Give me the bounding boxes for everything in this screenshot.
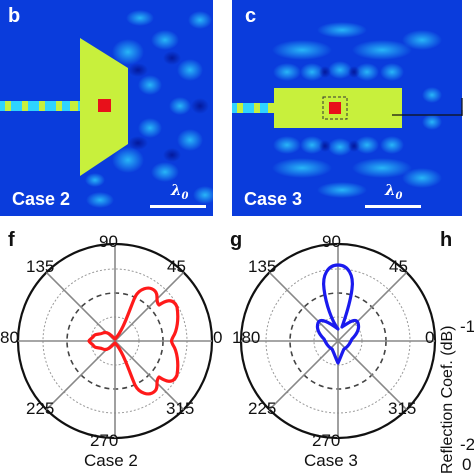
panel-label-f: f	[8, 229, 15, 251]
scale-bar	[365, 205, 421, 208]
angle-label-90: 90	[322, 232, 341, 251]
radiation-pattern-case2	[87, 286, 180, 396]
field-panel-case2: b Case 2 λ0	[0, 0, 213, 216]
panel-label-h: h	[440, 229, 453, 251]
angle-label-90: 90	[99, 232, 118, 251]
panel-label-g: g	[230, 229, 243, 251]
wavelength-label: λ0	[171, 181, 189, 202]
angle-label-180: 80	[0, 328, 19, 347]
dashed-highlight-box	[322, 96, 348, 120]
angle-label-0: 0	[213, 328, 223, 347]
callout-line-vertical	[461, 98, 463, 116]
wavelength-label: λ0	[385, 181, 403, 202]
angle-label-135: 135	[26, 257, 55, 276]
angle-label-45: 45	[167, 257, 186, 276]
case-label-3: Case 3	[244, 189, 303, 209]
case-label-2: Case 2	[12, 189, 71, 209]
y-tick-label: -2	[460, 435, 474, 454]
angle-label-225: 225	[248, 399, 277, 418]
panel-label-b: b	[8, 5, 21, 27]
polar-plot-case3	[239, 242, 437, 440]
polar-caption-case2: Case 2	[84, 451, 138, 470]
angle-label-135: 135	[248, 257, 277, 276]
field-panel-case3: c Case 3 λ0	[232, 0, 462, 216]
angle-label-225: 225	[26, 399, 55, 418]
angle-label-45: 45	[389, 257, 408, 276]
source-square	[98, 99, 111, 112]
angle-label-270: 270	[312, 431, 341, 450]
angle-label-180: 180	[232, 328, 261, 347]
y-tick-label: 0	[462, 455, 472, 474]
scale-bar	[150, 205, 206, 208]
angle-label-270: 270	[90, 431, 119, 450]
panel-label-c: c	[245, 5, 257, 27]
field-map-case3	[232, 0, 462, 216]
y-axis-label: Reflection Coef. (dB)	[439, 325, 456, 474]
angle-label-315: 315	[166, 399, 195, 418]
radiation-pattern-case3	[315, 263, 361, 365]
polar-caption-case3: Case 3	[304, 451, 358, 470]
y-tick-label: -1	[460, 317, 474, 336]
angle-label-315: 315	[388, 399, 417, 418]
source-square	[329, 102, 341, 114]
field-map-case2	[0, 0, 213, 216]
polar-plot-case2	[16, 242, 214, 440]
angle-label-0: 0	[425, 328, 435, 347]
